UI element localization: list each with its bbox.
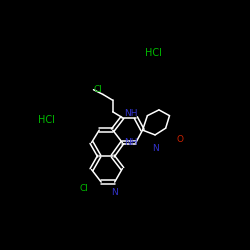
Text: Cl: Cl: [80, 184, 88, 193]
Text: HCl: HCl: [145, 48, 162, 58]
Text: N: N: [111, 188, 118, 197]
Text: Cl: Cl: [94, 85, 103, 94]
Text: N: N: [152, 144, 158, 153]
Text: HCl: HCl: [38, 114, 55, 124]
Text: O: O: [176, 135, 184, 144]
Text: NH: NH: [124, 138, 138, 147]
Text: NH: NH: [124, 109, 138, 118]
